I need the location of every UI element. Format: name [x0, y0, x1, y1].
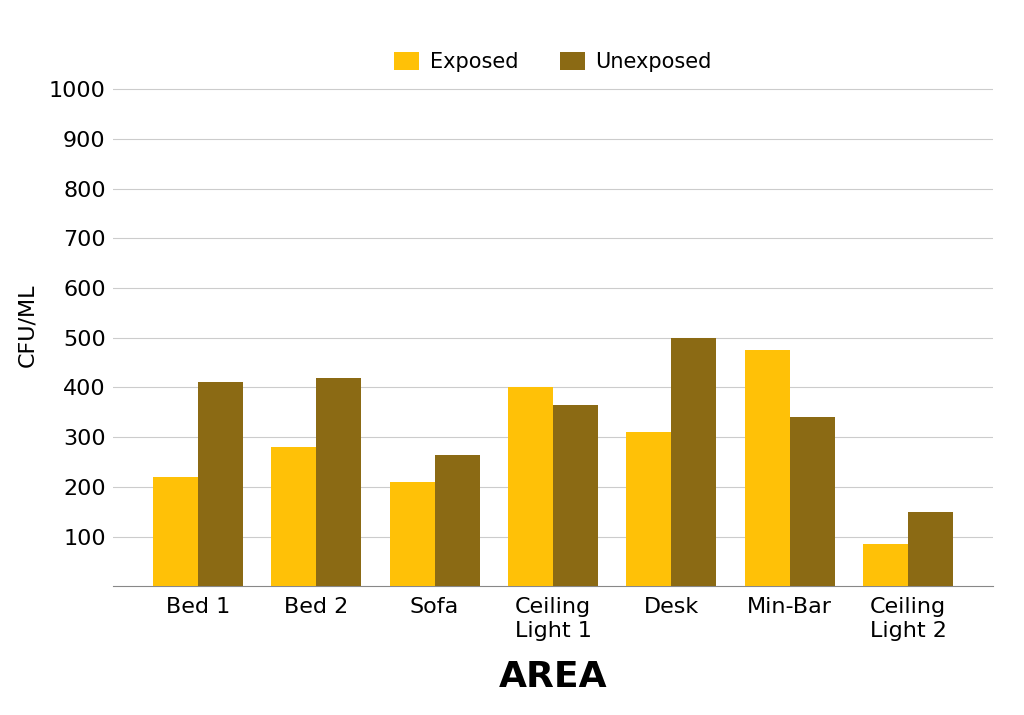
- Bar: [508, 388, 553, 586]
- Bar: [790, 418, 835, 586]
- Bar: [316, 378, 361, 586]
- Bar: [627, 432, 672, 586]
- Y-axis label: CFU/ML: CFU/ML: [17, 284, 38, 367]
- Bar: [434, 455, 479, 586]
- X-axis label: AREA: AREA: [499, 660, 607, 694]
- Bar: [553, 405, 598, 586]
- Bar: [153, 477, 198, 586]
- Bar: [744, 350, 790, 586]
- Bar: [863, 544, 908, 586]
- Bar: [271, 447, 316, 586]
- Bar: [672, 337, 717, 586]
- Legend: Exposed, Unexposed: Exposed, Unexposed: [386, 44, 720, 81]
- Bar: [389, 482, 434, 586]
- Bar: [198, 383, 243, 586]
- Bar: [908, 512, 953, 586]
